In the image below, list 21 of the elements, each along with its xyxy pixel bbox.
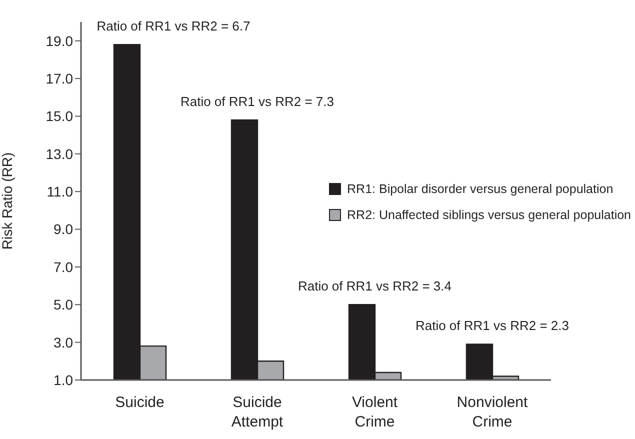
y-axis-title: Risk Ratio (RR) — [0, 152, 15, 250]
y-tick-label: 19.0 — [46, 32, 74, 49]
annotation: Ratio of RR1 vs RR2 = 3.4 — [298, 278, 452, 294]
x-tick-label: Suicide Attempt — [231, 394, 284, 430]
annotation: Ratio of RR1 vs RR2 = 7.3 — [180, 94, 334, 109]
legend-label: RR2: Unaffected siblings versus general population — [347, 207, 631, 224]
y-tick-label: 7.0 — [54, 258, 74, 275]
y-tick-label: 11.0 — [46, 184, 74, 200]
legend-label: RR1: Bipolar disorder versus general population — [347, 181, 614, 198]
x-tick-label: Suicide — [115, 394, 164, 411]
y-tick-label: 9.0 — [54, 221, 74, 238]
x-tick-label: Nonviolent Crime — [456, 394, 529, 430]
y-tick-label: 13.0 — [46, 146, 74, 162]
x-tick-label: Violent Crime — [352, 394, 398, 430]
y-tick-label: 5.0 — [54, 296, 74, 313]
annotation: Ratio of RR1 vs RR2 = 6.7 — [96, 18, 250, 34]
y-tick-label: 15.0 — [46, 108, 74, 124]
annotation: Ratio of RR1 vs RR2 = 2.3 — [415, 318, 570, 334]
y-tick-label: 3.0 — [54, 334, 74, 350]
y-tick-label: 17.0 — [46, 70, 74, 86]
y-tick-label: 1.0 — [54, 372, 74, 388]
